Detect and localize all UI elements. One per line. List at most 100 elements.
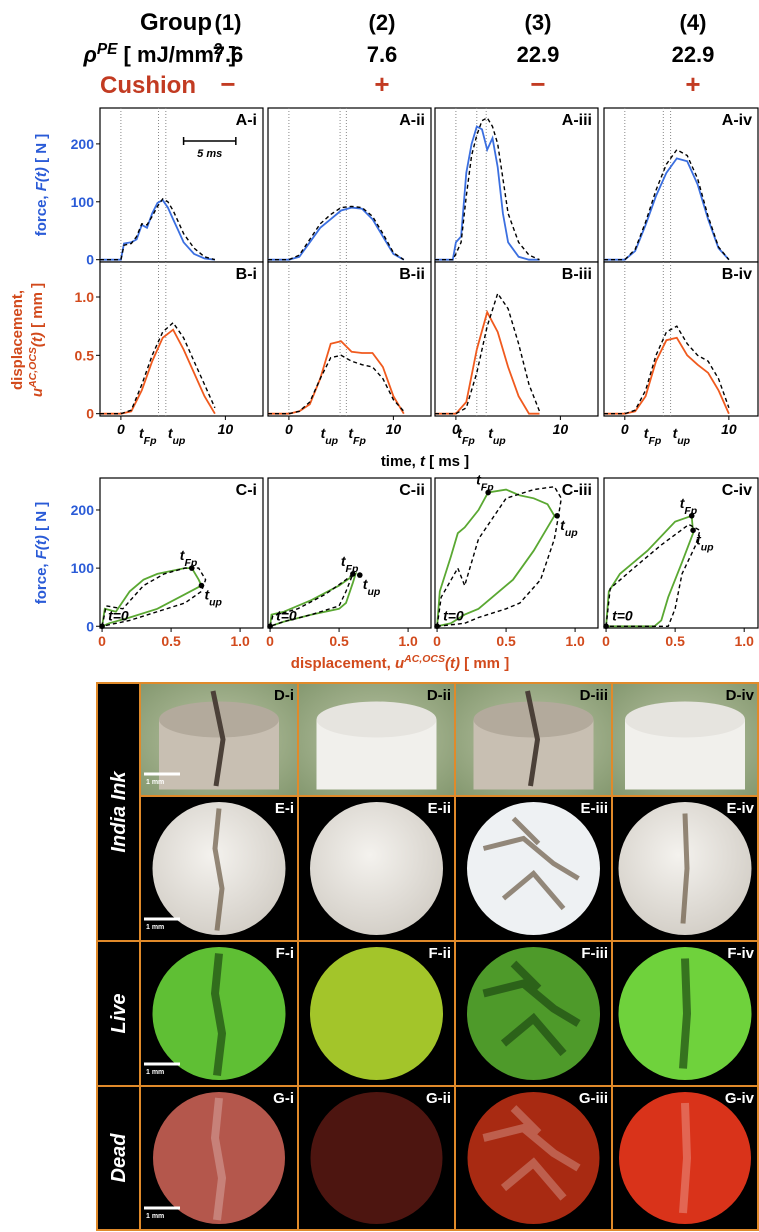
- label-part: up: [701, 541, 714, 553]
- panel-title: A-iii: [562, 112, 592, 129]
- label-part: F(t): [33, 167, 50, 191]
- time-mark-label: tup: [321, 425, 339, 447]
- label-part: Fp: [184, 557, 197, 569]
- chart-panel: tFptup00.51.0010B-i: [75, 262, 263, 447]
- y-tick-label: 1.0: [75, 289, 95, 305]
- label-part: up: [325, 435, 338, 447]
- panel-title: A-ii: [399, 112, 425, 129]
- scale-bar-label: 1 mm: [146, 1069, 164, 1076]
- time-mark-label: tFp: [139, 425, 157, 447]
- label-part: time,: [381, 453, 420, 470]
- label-part: t=0: [612, 607, 633, 623]
- label-part: up: [565, 527, 578, 539]
- label-part: up: [172, 435, 185, 447]
- scale-bar-label: 1 mm: [146, 924, 164, 931]
- point: [199, 583, 205, 589]
- scale-bar-label: 1 mm: [146, 779, 164, 786]
- panel-label: E-ii: [428, 800, 451, 817]
- point: [603, 623, 609, 629]
- panel-label: E-iv: [726, 800, 754, 817]
- point-label: t=0: [108, 607, 129, 623]
- panel-label: G-i: [273, 1090, 294, 1107]
- crack: [215, 1098, 222, 1220]
- axis-label: displacement,: [9, 290, 26, 390]
- label-part: (t): [445, 655, 460, 672]
- point: [554, 513, 560, 519]
- point-label: t=0: [443, 607, 464, 623]
- x-tick-label: 0.5: [665, 633, 685, 649]
- x-tick-label: 10: [386, 421, 402, 437]
- time-mark-label: tup: [488, 425, 506, 447]
- label-part: PE: [97, 41, 118, 58]
- plot-frame: [268, 108, 431, 262]
- label-part: up: [677, 435, 690, 447]
- y-tick-label: 100: [71, 194, 95, 210]
- label-part: [ mJ/mm: [117, 42, 214, 67]
- chart-panel: tuptFp010B-ii: [268, 262, 431, 447]
- x-tick-label: 0: [98, 633, 106, 649]
- panel-title: C-i: [236, 482, 257, 499]
- label-part: up: [209, 597, 222, 609]
- panel-label: E-i: [275, 800, 294, 817]
- label-part: u: [29, 388, 46, 397]
- plot-frame: [268, 478, 431, 628]
- x-tick-label: 0: [602, 633, 610, 649]
- label-part: F(t): [33, 535, 50, 559]
- label-part: Fp: [144, 435, 157, 447]
- image-panel: D-iv: [612, 683, 758, 796]
- panel-title: A-i: [236, 112, 257, 129]
- x-tick-label: 0.5: [161, 633, 181, 649]
- plot-frame: [604, 262, 758, 416]
- image-panel: D-ii: [298, 683, 455, 796]
- plot-frame: [604, 108, 758, 262]
- group-label: Group: [140, 9, 212, 36]
- chart-panel: tFptup010B-iv: [604, 262, 758, 447]
- panel-label: E-iii: [580, 800, 608, 817]
- cushion-value: −: [220, 69, 235, 99]
- y-tick-label: 200: [71, 502, 95, 518]
- point: [99, 623, 105, 629]
- plot-frame: [100, 262, 263, 416]
- point-label: t=0: [612, 607, 633, 623]
- group-number: (1): [215, 10, 242, 35]
- point: [434, 623, 440, 629]
- chart-panel: A-iii: [435, 108, 598, 262]
- row-label: Live: [108, 993, 130, 1033]
- label-part: ρ: [83, 42, 97, 67]
- cushion-value: −: [530, 69, 545, 99]
- x-tick-label: 0: [621, 421, 629, 437]
- x-tick-label: 0: [285, 421, 293, 437]
- label-part: up: [367, 586, 380, 598]
- chart-panel: 01002005 msA-i: [71, 108, 263, 268]
- cushion-label: Cushion: [100, 72, 196, 99]
- panel-label: D-iv: [726, 687, 755, 704]
- time-mark-label: tFp: [457, 425, 475, 447]
- axis-label: uAC,OCS(t) [ mm ]: [27, 283, 46, 397]
- panel-label: D-i: [274, 687, 294, 704]
- specimen: [311, 1092, 443, 1224]
- x-tick-label: 0: [452, 421, 460, 437]
- panel-label: D-iii: [580, 687, 608, 704]
- point: [267, 623, 273, 629]
- y-tick-label: 0: [86, 252, 94, 268]
- plot-frame: [435, 478, 598, 628]
- label-part: force,: [33, 191, 50, 236]
- rho-value: 7.6: [213, 42, 244, 67]
- chart-panel: 010020000.51.0tFptupt=0C-i: [71, 478, 263, 649]
- group-number: (2): [369, 10, 396, 35]
- figure: Group ρPE [ mJ/mm2 ] Cushion (1)7.6−(2)7…: [0, 0, 759, 1232]
- chart-panel: A-iv: [604, 108, 758, 262]
- label-part: displacement,: [9, 290, 26, 390]
- y-tick-label: 0: [86, 406, 94, 422]
- group-number: (3): [525, 10, 552, 35]
- label-part: t=0: [108, 607, 129, 623]
- label-part: (t): [29, 332, 46, 347]
- image-panel: D-i 1 mm: [140, 683, 298, 796]
- y-tick-label: 0.5: [75, 347, 95, 363]
- label-part: displacement,: [291, 655, 395, 672]
- chart-panel: 00.51.0tFptupt=0C-iii: [433, 472, 598, 649]
- label-part: Fp: [648, 435, 661, 447]
